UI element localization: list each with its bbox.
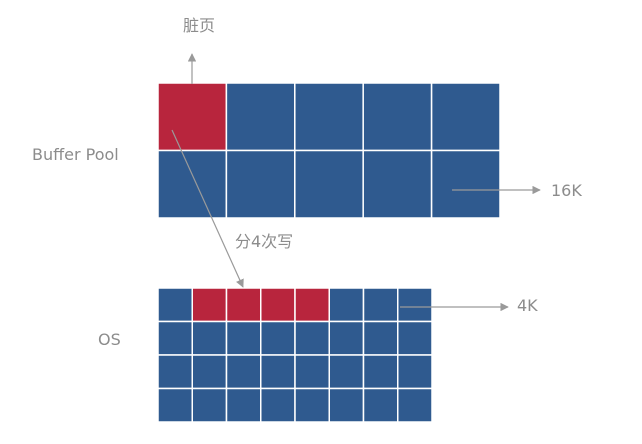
dirty-page-label: 脏页 (183, 16, 216, 35)
os-page-cell (260, 387, 296, 423)
buffer-pool-page-dirty-cell (157, 82, 228, 152)
buffer-pool-page-cell (225, 82, 296, 152)
os-page-cell (362, 354, 399, 390)
os-page-cell (397, 320, 433, 356)
os-page-cell (294, 387, 330, 423)
os-page-cell (328, 287, 365, 323)
os-page-cell (157, 320, 193, 356)
os-page-cell (260, 354, 296, 390)
os-page-dirty-cell (191, 287, 228, 323)
buffer-pool-page-cell (430, 149, 501, 219)
os-page-cell (191, 354, 228, 390)
os-page-cell (157, 287, 193, 323)
os-page-cell (191, 320, 228, 356)
os-page-dirty-cell (294, 287, 330, 323)
os-page-cell (397, 387, 433, 423)
os-page-cell (294, 354, 330, 390)
os-page-cell (397, 287, 433, 323)
write-in-4-label: 分4次写 (235, 232, 294, 251)
os-page-grid (157, 287, 433, 423)
os-page-cell (328, 354, 365, 390)
os-page-dirty-cell (260, 287, 296, 323)
page-size-16k-label: 16K (551, 181, 582, 200)
buffer-pool-page-cell (430, 82, 501, 152)
buffer-pool-page-cell (225, 149, 296, 219)
os-page-cell (191, 387, 228, 423)
os-label: OS (98, 330, 121, 349)
os-page-cell (328, 387, 365, 423)
os-page-cell (397, 354, 433, 390)
os-page-cell (157, 387, 193, 423)
os-page-cell (260, 320, 296, 356)
buffer-pool-page-cell (157, 149, 228, 219)
os-page-cell (362, 287, 399, 323)
flush-write-arrow (171, 129, 244, 288)
os-page-cell (362, 387, 399, 423)
os-page-cell (362, 320, 399, 356)
buffer-pool-page-cell (362, 149, 433, 219)
os-page-size-4k-label: 4K (517, 296, 538, 315)
os-page-cell (225, 387, 262, 423)
buffer-pool-grid (157, 82, 501, 219)
buffer-pool-label: Buffer Pool (32, 145, 119, 164)
buffer-pool-page-cell (294, 82, 364, 152)
buffer-pool-page-cell (362, 82, 433, 152)
os-page-cell (328, 320, 365, 356)
os-page-cell (225, 320, 262, 356)
os-page-dirty-cell (225, 287, 262, 323)
os-page-cell (225, 354, 262, 390)
os-page-cell (157, 354, 193, 390)
os-page-cell (294, 320, 330, 356)
buffer-pool-page-cell (294, 149, 364, 219)
